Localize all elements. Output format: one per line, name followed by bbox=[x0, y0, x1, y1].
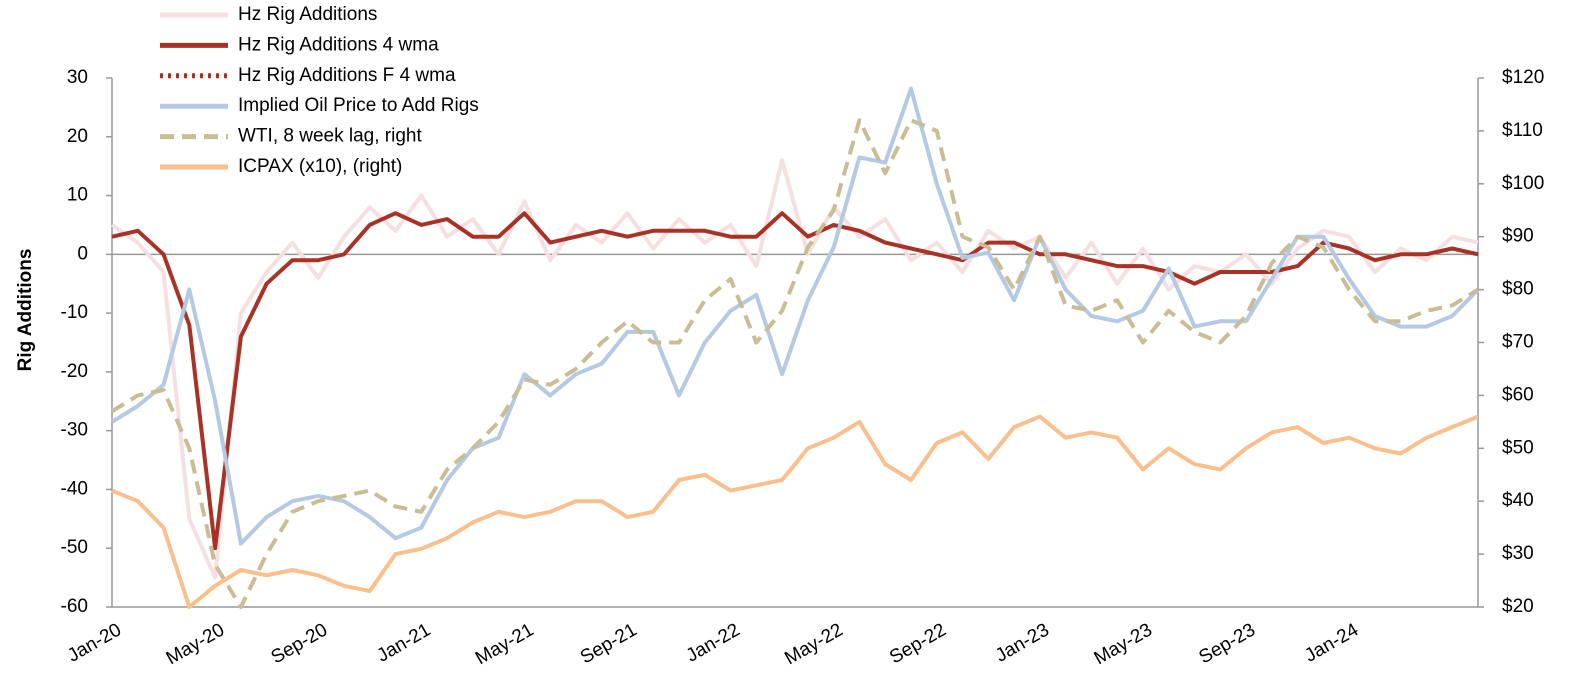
y-tick-label: -20 bbox=[61, 361, 88, 382]
x-tick-label: Jan-22 bbox=[683, 619, 744, 666]
y-tick-label: 20 bbox=[67, 126, 88, 147]
y-tick-label: -50 bbox=[61, 537, 88, 558]
y2-tick-label: $100 bbox=[1502, 173, 1544, 194]
y2-tick-label: $50 bbox=[1502, 437, 1534, 458]
x-tick-label: Jan-20 bbox=[64, 619, 125, 666]
y2-tick-label: $40 bbox=[1502, 490, 1534, 511]
y-tick-label: 30 bbox=[67, 67, 88, 88]
series-line bbox=[110, 86, 1480, 546]
legend-label: Hz Rig Additions 4 wma bbox=[238, 34, 439, 55]
y2-tick-label: $20 bbox=[1502, 596, 1534, 617]
x-tick-label: Sep-22 bbox=[886, 619, 950, 668]
x-tick-label: May-20 bbox=[163, 619, 228, 669]
y2-tick-label: $60 bbox=[1502, 384, 1534, 405]
y-tick-label: -30 bbox=[61, 420, 88, 441]
y-tick-label: -40 bbox=[61, 478, 88, 499]
x-tick-label: Jan-24 bbox=[1301, 619, 1362, 666]
y-tick-label: -10 bbox=[61, 302, 88, 323]
x-tick-label: Sep-21 bbox=[577, 619, 641, 668]
series-line bbox=[111, 211, 1479, 551]
legend-label: ICPAX (x10), (right) bbox=[238, 156, 402, 177]
y-axis-label: Rig Additions bbox=[15, 249, 36, 372]
y2-tick-label: $30 bbox=[1502, 543, 1534, 564]
y-tick-label: 10 bbox=[67, 185, 88, 206]
y2-tick-label: $120 bbox=[1502, 67, 1544, 88]
y2-tick-label: $90 bbox=[1502, 226, 1534, 247]
series-line bbox=[110, 118, 1480, 609]
x-tick-label: May-21 bbox=[472, 619, 537, 669]
x-tick-label: Sep-20 bbox=[268, 619, 332, 668]
y2-tick-label: $80 bbox=[1502, 279, 1534, 300]
legend-label: Hz Rig Additions F 4 wma bbox=[238, 65, 456, 86]
x-tick-label: Sep-23 bbox=[1195, 619, 1259, 668]
y2-tick-label: $70 bbox=[1502, 332, 1534, 353]
legend-label: Hz Rig Additions bbox=[238, 4, 377, 25]
x-tick-label: May-23 bbox=[1091, 619, 1156, 669]
series-line bbox=[111, 414, 1479, 609]
x-tick-label: May-22 bbox=[781, 619, 846, 669]
legend-label: WTI, 8 week lag, right bbox=[238, 126, 422, 147]
legend-label: Implied Oil Price to Add Rigs bbox=[238, 95, 479, 116]
y-tick-label: 0 bbox=[77, 243, 88, 264]
y2-tick-label: $110 bbox=[1502, 120, 1543, 141]
x-tick-label: Jan-23 bbox=[992, 619, 1053, 666]
x-tick-label: Jan-21 bbox=[373, 619, 434, 666]
y-tick-label: -60 bbox=[61, 596, 88, 617]
series-line bbox=[110, 158, 1479, 580]
